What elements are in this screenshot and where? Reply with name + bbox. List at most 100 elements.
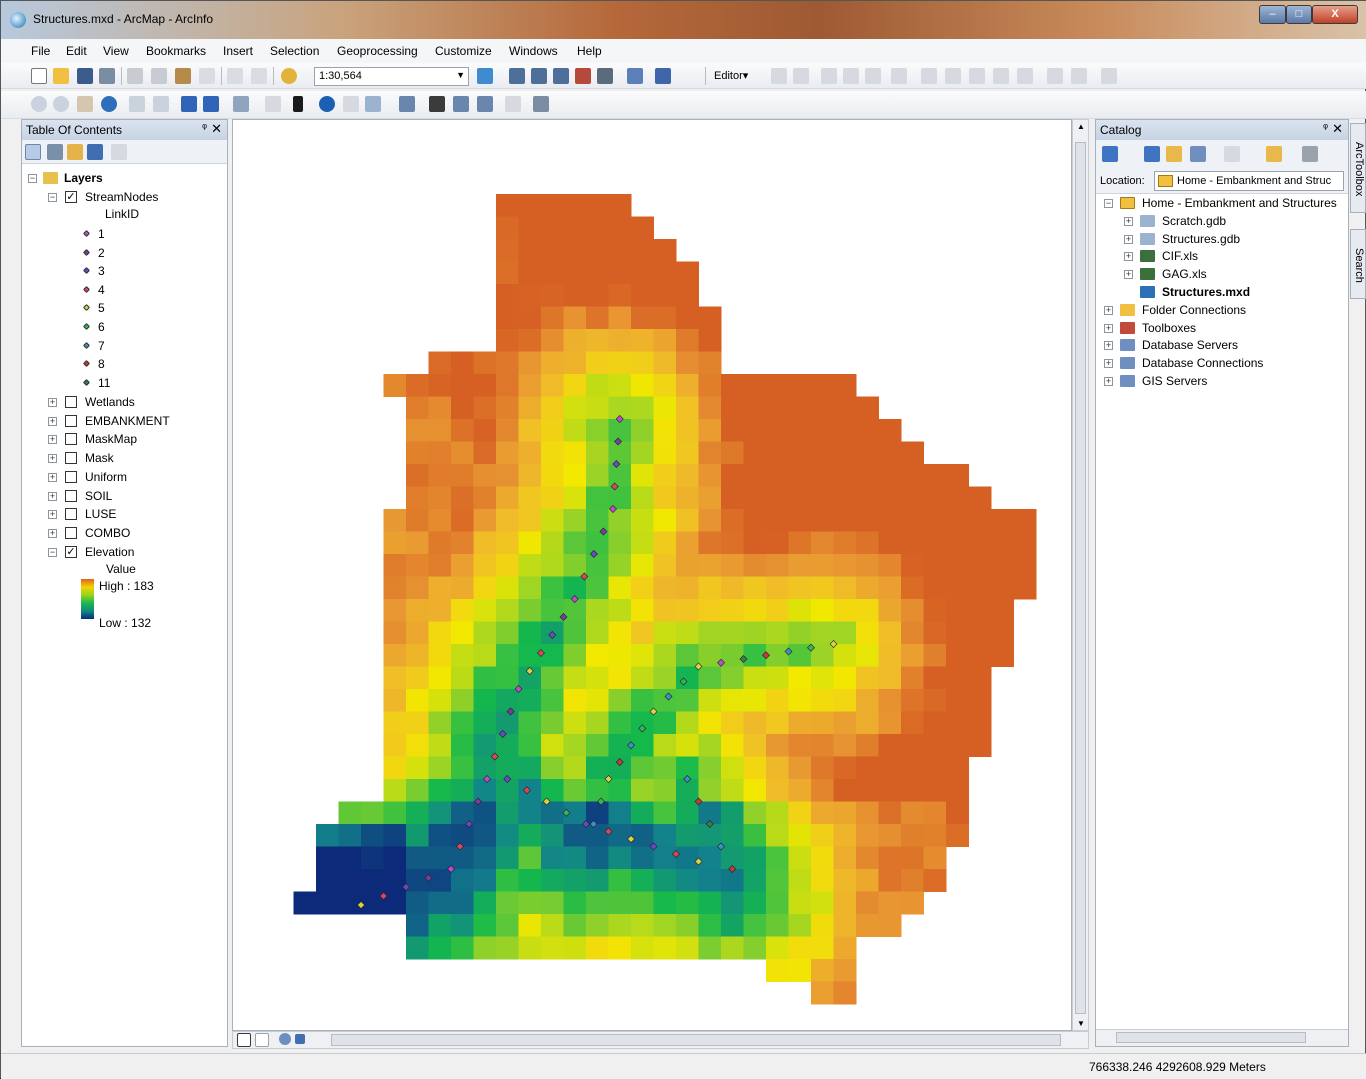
measure-icon[interactable] <box>399 96 415 112</box>
list-by-visibility-icon[interactable] <box>67 144 83 160</box>
stream-node-point[interactable] <box>379 892 388 900</box>
stream-node-point[interactable] <box>649 842 658 851</box>
stream-node-point[interactable] <box>456 842 464 851</box>
fixed-zoom-out-icon[interactable] <box>153 96 169 112</box>
menu-geoprocessing[interactable]: Geoprocessing <box>337 44 418 58</box>
map-display[interactable] <box>232 119 1072 1031</box>
select-features-icon[interactable] <box>233 96 249 112</box>
layer-visibility-checkbox[interactable] <box>65 489 77 502</box>
stream-node-point[interactable] <box>649 707 658 716</box>
expand-icon[interactable]: + <box>48 527 57 538</box>
point-symbol-icon[interactable] <box>82 229 91 238</box>
reshape-icon[interactable] <box>945 68 961 84</box>
scroll-down-icon[interactable]: ▼ <box>1077 1019 1085 1028</box>
go-to-xy-icon[interactable] <box>477 96 493 112</box>
horizontal-scroll-thumb[interactable] <box>331 1034 1061 1046</box>
new-folder-icon[interactable] <box>1266 146 1282 162</box>
stream-node-point[interactable] <box>548 631 557 639</box>
stream-node-point[interactable] <box>465 820 473 828</box>
up-one-level-icon[interactable] <box>1144 146 1160 162</box>
find-icon[interactable] <box>429 96 445 112</box>
find-route-icon[interactable] <box>453 96 469 112</box>
stream-node-point[interactable] <box>506 707 515 716</box>
stream-node-point[interactable] <box>447 865 455 873</box>
stream-node-point[interactable] <box>672 850 680 858</box>
stream-node-point[interactable] <box>597 797 605 806</box>
expand-icon[interactable]: + <box>48 490 57 501</box>
layer-visibility-checkbox[interactable] <box>65 396 77 408</box>
stream-node-point[interactable] <box>739 655 748 663</box>
stream-node-point[interactable] <box>514 685 523 693</box>
stream-node-point[interactable] <box>424 874 433 882</box>
stream-node-point[interactable] <box>762 651 770 660</box>
toggle-contents-icon[interactable] <box>1302 146 1318 162</box>
list-by-source-icon[interactable] <box>47 144 63 160</box>
stream-node-point[interactable] <box>542 797 551 806</box>
search-tab[interactable]: Search <box>1350 229 1366 299</box>
collapse-icon[interactable]: − <box>48 192 57 202</box>
layer-visibility-checkbox[interactable] <box>65 414 77 427</box>
stream-node-point[interactable] <box>612 460 621 468</box>
elevation-raster-map[interactable] <box>233 120 1071 1030</box>
stream-node-point[interactable] <box>525 667 534 675</box>
menu-selection[interactable]: Selection <box>270 44 320 58</box>
layer-visibility-checkbox[interactable] <box>65 470 77 483</box>
catalog-window-icon[interactable] <box>531 68 547 84</box>
point-symbol-icon[interactable] <box>82 267 91 275</box>
layer-visibility-checkbox[interactable] <box>65 526 77 539</box>
home-folder-icon[interactable] <box>1166 146 1182 162</box>
stream-node-point[interactable] <box>683 775 692 783</box>
expand-icon[interactable]: + <box>1104 340 1113 351</box>
stream-node-point[interactable] <box>694 797 703 806</box>
scroll-thumb[interactable] <box>1075 142 1086 1014</box>
layer-visibility-checkbox[interactable] <box>65 433 77 446</box>
title-bar[interactable]: Structures.mxd - ArcMap - ArcInfo – □ X <box>1 1 1366 39</box>
expand-icon[interactable]: + <box>48 415 57 426</box>
stream-node-point[interactable] <box>589 820 598 828</box>
edit-vertices-icon[interactable] <box>921 68 937 84</box>
python-window-icon[interactable] <box>597 68 613 84</box>
stream-node-point[interactable] <box>614 437 623 446</box>
straight-segment-icon[interactable] <box>821 68 837 84</box>
collapse-icon[interactable]: − <box>48 547 57 557</box>
stream-node-point[interactable] <box>609 505 617 513</box>
delete-icon[interactable] <box>199 68 215 84</box>
map-vertical-scrollbar[interactable]: ▲ ▼ <box>1072 119 1089 1031</box>
clear-selection-icon[interactable] <box>265 96 281 112</box>
collapse-icon[interactable]: − <box>1104 198 1113 208</box>
viewer-window-icon[interactable] <box>533 96 549 112</box>
table-window-icon[interactable] <box>509 68 525 84</box>
stream-node-point[interactable] <box>490 752 499 761</box>
create-features-icon[interactable] <box>1101 68 1117 84</box>
expand-icon[interactable]: + <box>48 509 57 520</box>
stream-node-point[interactable] <box>589 550 598 558</box>
expand-icon[interactable]: + <box>1104 305 1113 315</box>
layer-visibility-checkbox[interactable]: ✓ <box>65 191 77 203</box>
expand-icon[interactable]: + <box>48 471 57 482</box>
whats-this-icon[interactable] <box>655 68 671 84</box>
stream-node-point[interactable] <box>705 820 714 828</box>
expand-icon[interactable]: + <box>1104 358 1113 369</box>
new-document-icon[interactable] <box>31 68 47 84</box>
add-data-icon[interactable] <box>281 68 297 84</box>
menu-customize[interactable]: Customize <box>435 44 492 58</box>
menu-insert[interactable]: Insert <box>223 44 254 58</box>
save-icon[interactable] <box>77 68 93 84</box>
stream-node-point[interactable] <box>559 613 568 621</box>
stream-node-point[interactable] <box>679 677 688 686</box>
layer-visibility-checkbox[interactable]: ✓ <box>65 546 77 558</box>
stream-node-point[interactable] <box>580 572 589 581</box>
zoom-out-icon[interactable] <box>53 96 69 112</box>
identify-icon[interactable] <box>319 96 335 112</box>
back-icon[interactable] <box>1102 146 1118 162</box>
sketch-properties-icon[interactable] <box>1071 68 1087 84</box>
go-back-icon[interactable] <box>181 96 197 112</box>
stream-node-point[interactable] <box>402 883 410 891</box>
close-button[interactable]: X <box>1312 5 1358 24</box>
stream-node-point[interactable] <box>615 415 624 423</box>
minimize-button[interactable]: – <box>1259 5 1286 24</box>
fixed-zoom-in-icon[interactable] <box>129 96 145 112</box>
undo-icon[interactable] <box>227 68 243 84</box>
pin-icon[interactable]: ᵠ <box>1323 122 1328 134</box>
split-icon[interactable] <box>993 68 1009 84</box>
